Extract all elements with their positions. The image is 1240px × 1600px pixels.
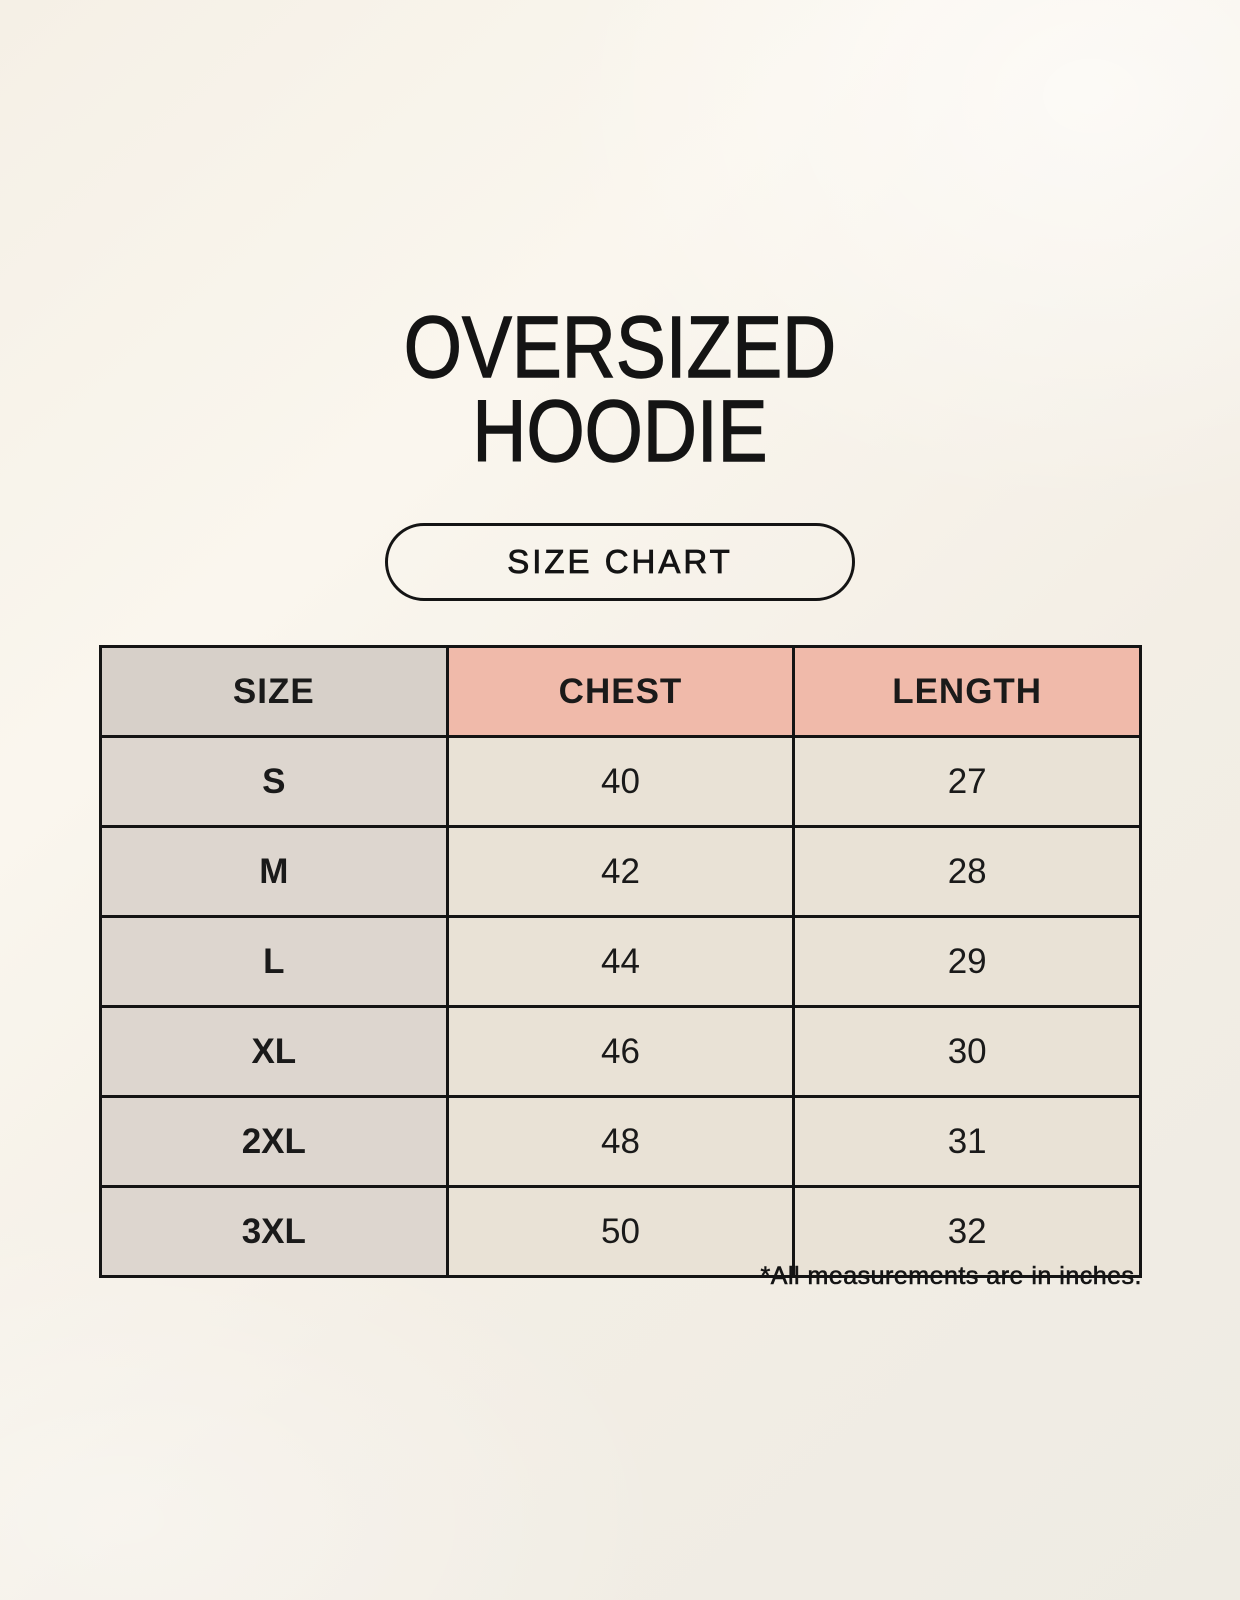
length-value: 27 <box>792 735 1142 828</box>
column-header-chest: CHEST <box>445 645 796 738</box>
size-label: 3XL <box>99 1185 449 1278</box>
table-row: 2XL 48 31 <box>99 1095 1142 1188</box>
page-title: OVERSIZED HOODIE <box>0 299 1240 480</box>
page-title-line1: OVERSIZED <box>403 299 837 396</box>
chest-value: 46 <box>445 1005 796 1098</box>
length-value: 31 <box>792 1095 1142 1188</box>
size-label: L <box>99 915 449 1008</box>
size-label: S <box>99 735 449 828</box>
chest-value: 44 <box>445 915 796 1008</box>
size-label: XL <box>99 1005 449 1098</box>
chest-value: 42 <box>445 825 796 918</box>
table-row: L 44 29 <box>99 915 1142 1008</box>
column-header-length: LENGTH <box>792 645 1142 738</box>
length-value: 28 <box>792 825 1142 918</box>
page-title-line2: HOODIE <box>472 383 768 480</box>
table-row: M 42 28 <box>99 825 1142 918</box>
size-chart-button[interactable]: SIZE CHART <box>385 523 855 601</box>
table-header-row: SIZE CHEST LENGTH <box>99 645 1142 738</box>
size-label: 2XL <box>99 1095 449 1188</box>
table-row: XL 46 30 <box>99 1005 1142 1098</box>
table-row: S 40 27 <box>99 735 1142 828</box>
chest-value: 50 <box>445 1185 796 1278</box>
size-label: M <box>99 825 449 918</box>
table-row: 3XL 50 32 <box>99 1185 1142 1278</box>
size-chart-table: SIZE CHEST LENGTH S 40 27 M 42 28 L 44 2… <box>99 645 1142 1278</box>
column-header-size: SIZE <box>99 645 449 738</box>
length-value: 30 <box>792 1005 1142 1098</box>
chest-value: 48 <box>445 1095 796 1188</box>
length-value: 29 <box>792 915 1142 1008</box>
chest-value: 40 <box>445 735 796 828</box>
measurements-footnote: *All measurements are in inches. <box>760 1262 1142 1291</box>
length-value: 32 <box>792 1185 1142 1278</box>
